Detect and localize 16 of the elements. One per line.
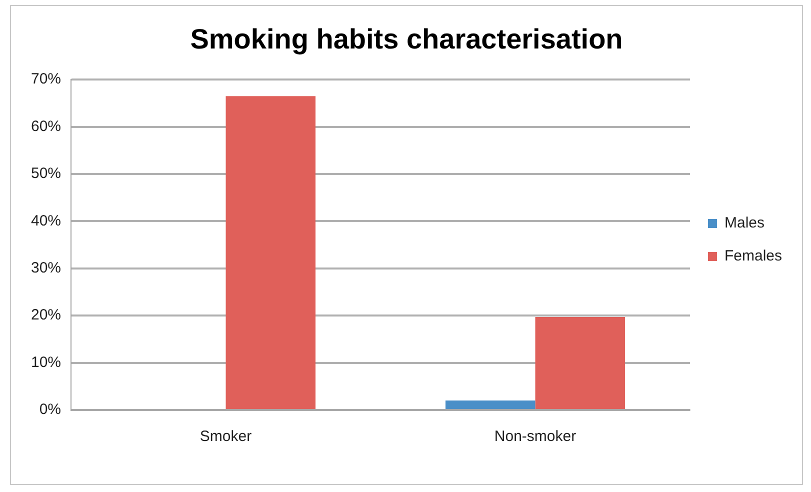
legend-label: Males [724, 214, 764, 232]
legend-label: Females [724, 248, 782, 265]
y-tick-label: 50% [30, 165, 62, 182]
y-tick-label: 30% [30, 260, 62, 277]
bar [226, 96, 316, 409]
bar [445, 400, 536, 409]
chart-title: Smoking habits characterisation [190, 24, 623, 55]
y-tick-label: 40% [30, 212, 62, 230]
y-tick-label: 0% [39, 401, 62, 418]
y-tick-label: 20% [30, 306, 62, 324]
y-tick-label: 60% [30, 118, 62, 135]
y-tick-label: 10% [30, 354, 62, 371]
x-tick-label: Smoker [200, 428, 252, 446]
bar [535, 317, 625, 409]
x-tick-label: Non-smoker [494, 428, 576, 446]
y-tick-label: 70% [30, 70, 62, 88]
